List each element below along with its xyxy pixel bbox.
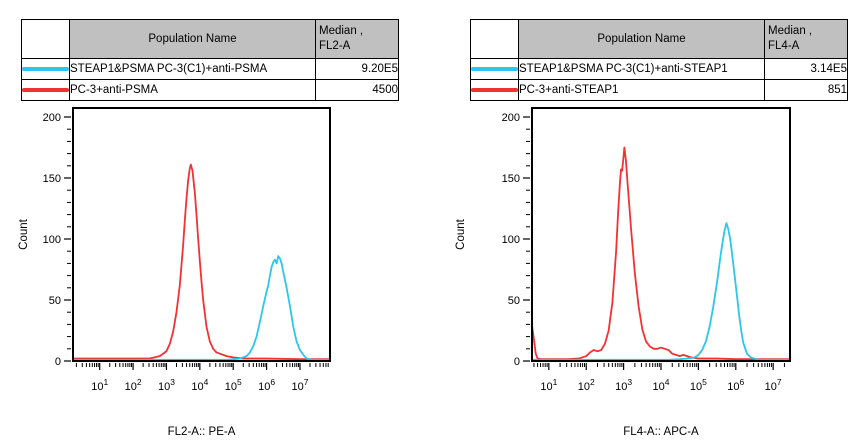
- x-tick-label: 107: [765, 377, 782, 393]
- plot-frame: [531, 107, 791, 362]
- legend-row-red: PC-3+anti-STEAP1 851: [470, 79, 848, 101]
- legend-row-cyan: STEAP1&PSMA PC-3(C1)+anti-STEAP1 3.14E5: [470, 58, 848, 80]
- x-axis-title: FL4-A:: APC-A: [623, 426, 699, 438]
- swatch-cell: [470, 79, 519, 101]
- x-tick-label: 104: [191, 377, 208, 393]
- x-tick-label: 102: [578, 377, 595, 393]
- cyan-series-swatch: [22, 67, 69, 71]
- y-axis-title: Count: [455, 218, 467, 249]
- x-tick-label: 105: [690, 377, 707, 393]
- population-name: PC-3+anti-STEAP1: [518, 79, 765, 101]
- y-tick-label: 150: [43, 173, 61, 185]
- plot-frame: [72, 107, 331, 362]
- curves-group: [73, 163, 330, 361]
- x-tick-label: 101: [540, 377, 557, 393]
- x-tick-label: 104: [653, 377, 670, 393]
- x-tick-label: 106: [727, 377, 744, 393]
- y-axis-title: Count: [18, 218, 30, 249]
- swatch-cell: [21, 79, 70, 101]
- y-axis-ticks: [64, 116, 71, 362]
- legend-row-cyan: STEAP1&PSMA PC-3(C1)+anti-PSMA 9.20E5: [21, 58, 399, 80]
- x-tick-label: 101: [91, 377, 108, 393]
- legend-header-row: Population Name Median , FL2-A: [21, 19, 399, 59]
- y-tick-label: 200: [43, 112, 61, 124]
- x-axis-ticks: [75, 363, 329, 370]
- y-tick-label: 50: [508, 295, 520, 307]
- x-tick-label: 106: [258, 377, 275, 393]
- y-tick-label: 100: [502, 234, 520, 246]
- plot-background: [532, 108, 790, 361]
- col-header-population-name: Population Name: [518, 19, 765, 59]
- median-header-line1: Median ,: [319, 25, 364, 37]
- population-name: STEAP1&PSMA PC-3(C1)+anti-PSMA: [69, 58, 316, 80]
- legend-row-red: PC-3+anti-PSMA 4500: [21, 79, 399, 101]
- cyan-series-swatch: [471, 67, 518, 71]
- legend-header-swatch-cell: [470, 19, 519, 59]
- curve-PC-3+anti-PSMA: [73, 163, 330, 361]
- col-header-median: Median , FL4-A: [764, 19, 848, 59]
- median-value: 3.14E5: [764, 58, 848, 80]
- panel-fl4: Population Name Median , FL4-A STEAP1&PS…: [437, 0, 867, 443]
- curve-STEAP1&PSMA PC-3(C1)+anti-STEAP1: [532, 222, 790, 361]
- col-header-population-name: Population Name: [69, 19, 316, 59]
- swatch-cell: [470, 58, 519, 80]
- x-tick-label: 103: [615, 377, 632, 393]
- median-header-line2: FL4-A: [768, 40, 800, 52]
- median-header-line1: Median ,: [768, 25, 813, 37]
- curve-STEAP1&PSMA PC-3(C1)+anti-PSMA: [73, 255, 330, 361]
- y-tick-label: 0: [514, 356, 520, 368]
- x-tick-label: 102: [125, 377, 142, 393]
- histogram-chart-fl2: 101 102 103 104 105 106 107 0 50 100 150 200FL2-A::…: [18, 107, 331, 438]
- legend-header-swatch-cell: [21, 19, 70, 59]
- median-value: 851: [764, 79, 848, 101]
- red-series-swatch: [471, 88, 518, 92]
- x-tick-label: 107: [291, 377, 308, 393]
- y-axis-labels: 0 50 100 150 200: [502, 112, 520, 368]
- legend-table-fl2: Population Name Median , FL2-A STEAP1&PS…: [21, 19, 399, 101]
- y-tick-label: 100: [43, 234, 61, 246]
- y-tick-label: 150: [502, 173, 520, 185]
- y-tick-label: 0: [55, 356, 61, 368]
- median-value: 9.20E5: [315, 58, 399, 80]
- x-axis-labels: 101 102 103 104 105 106 107: [540, 377, 782, 393]
- legend-header-row: Population Name Median , FL4-A: [470, 19, 848, 59]
- red-series-swatch: [22, 88, 69, 92]
- median-header-line2: FL2-A: [319, 40, 351, 52]
- population-name: PC-3+anti-PSMA: [69, 79, 316, 101]
- legend-table-fl4: Population Name Median , FL4-A STEAP1&PS…: [470, 19, 848, 101]
- x-axis-labels: 101 102 103 104 105 106 107: [91, 377, 309, 393]
- population-name: STEAP1&PSMA PC-3(C1)+anti-STEAP1: [518, 58, 765, 80]
- y-tick-label: 50: [49, 295, 61, 307]
- y-axis-ticks: [523, 116, 530, 362]
- x-axis-title: FL2-A:: PE-A: [168, 426, 236, 438]
- curves-group: [532, 146, 790, 361]
- panel-fl2: Population Name Median , FL2-A STEAP1&PS…: [0, 0, 430, 443]
- x-tick-label: 105: [225, 377, 242, 393]
- y-tick-label: 200: [502, 112, 520, 124]
- x-tick-label: 103: [158, 377, 175, 393]
- histogram-chart-fl4: 101 102 103 104 105 106 107 0 50 100 150 200FL4-A::…: [455, 107, 791, 438]
- col-header-median: Median , FL2-A: [315, 19, 399, 59]
- y-axis-labels: 0 50 100 150 200: [43, 112, 61, 368]
- median-value: 4500: [315, 79, 399, 101]
- curve-PC-3+anti-STEAP1: [532, 146, 790, 361]
- x-axis-ticks: [533, 363, 785, 370]
- swatch-cell: [21, 58, 70, 80]
- plot-background: [73, 108, 330, 361]
